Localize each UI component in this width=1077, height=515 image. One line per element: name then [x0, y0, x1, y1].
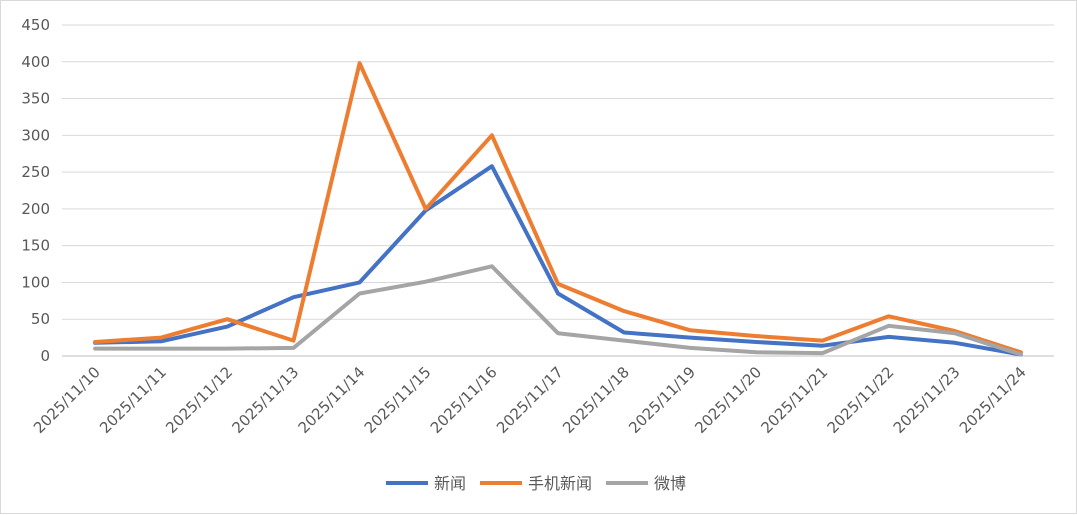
- x-axis-tick-labels: 2025/11/102025/11/112025/11/122025/11/13…: [30, 363, 1030, 437]
- x-tick-label: 2025/11/14: [295, 363, 369, 437]
- legend-label: 微博: [654, 474, 686, 493]
- x-tick-label: 2025/11/12: [162, 363, 236, 437]
- y-tick-label: 400: [21, 53, 50, 71]
- x-tick-label: 2025/11/23: [890, 363, 964, 437]
- y-tick-label: 200: [21, 200, 50, 218]
- x-tick-label: 2025/11/24: [956, 363, 1030, 437]
- x-tick-label: 2025/11/10: [30, 363, 104, 437]
- x-tick-label: 2025/11/16: [427, 363, 501, 437]
- series-line-2: [93, 264, 1023, 357]
- x-tick-label: 2025/11/20: [691, 363, 765, 437]
- x-tick-label: 2025/11/13: [228, 363, 302, 437]
- legend-label: 新闻: [434, 474, 466, 493]
- y-tick-label: 0: [40, 347, 50, 365]
- y-axis-tick-labels: 0 50 100 150 200 250 300 350 400 450: [21, 16, 50, 365]
- series-lines: [93, 61, 1023, 357]
- y-tick-label: 150: [21, 237, 50, 255]
- legend: 新闻 手机新闻 微博: [386, 474, 686, 493]
- y-tick-label: 250: [21, 163, 50, 181]
- x-tick-label: 2025/11/18: [559, 363, 633, 437]
- x-tick-label: 2025/11/17: [493, 363, 567, 437]
- legend-label: 手机新闻: [528, 474, 592, 493]
- x-tick-label: 2025/11/19: [625, 363, 699, 437]
- y-tick-label: 50: [31, 310, 50, 328]
- series-line-1: [93, 61, 1023, 355]
- y-tick-label: 450: [21, 16, 50, 34]
- x-tick-label: 2025/11/11: [96, 363, 170, 437]
- y-tick-label: 300: [21, 126, 50, 144]
- x-tick-label: 2025/11/22: [824, 363, 898, 437]
- x-tick-label: 2025/11/15: [361, 363, 435, 437]
- y-tick-label: 100: [21, 273, 50, 291]
- x-tick-label: 2025/11/21: [757, 363, 831, 437]
- y-tick-label: 350: [21, 90, 50, 108]
- series-line-0: [93, 164, 1023, 357]
- grid-lines: [62, 24, 1054, 357]
